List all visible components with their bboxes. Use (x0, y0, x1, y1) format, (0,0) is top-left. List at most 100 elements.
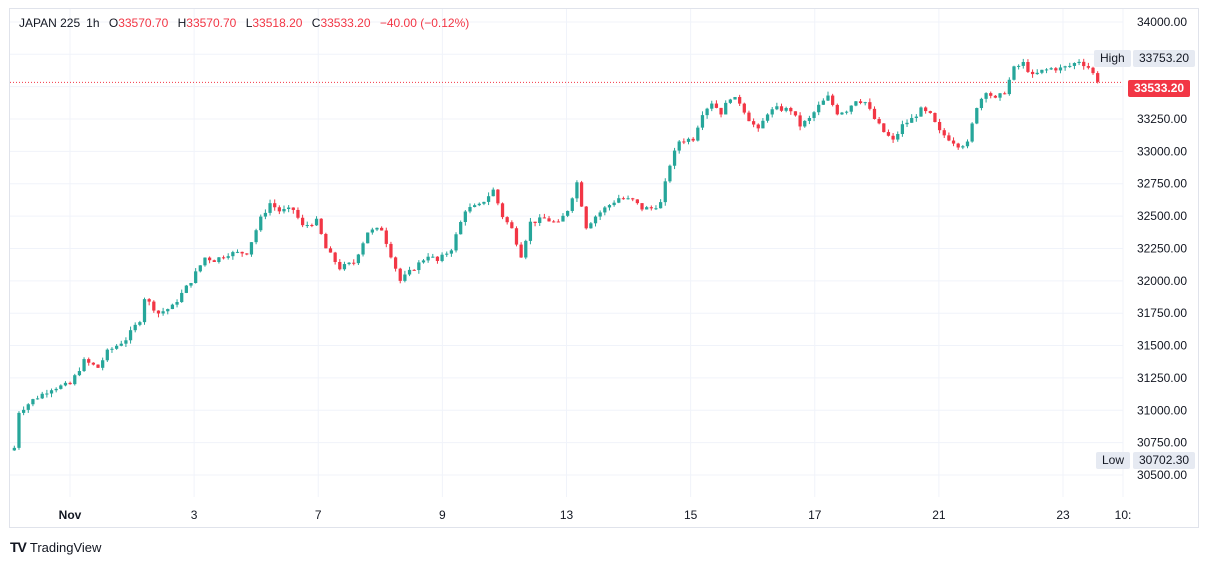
candle-body (579, 182, 584, 207)
candle-body (324, 233, 328, 249)
candle-body (635, 199, 639, 204)
candle-body (459, 222, 463, 235)
grid-layer (10, 9, 1124, 497)
candle-body (924, 107, 928, 112)
candle-body (268, 203, 272, 213)
ohlc-legend: JAPAN 225 1h O33570.70 H33570.70 L33518.2… (19, 16, 475, 30)
symbol-name[interactable]: JAPAN 225 (19, 16, 81, 30)
candle-body (765, 114, 770, 121)
candle-body (338, 261, 342, 270)
candle-body (612, 202, 616, 206)
candle-body (519, 244, 523, 258)
candle-body (426, 256, 430, 261)
candle-body (1077, 61, 1081, 64)
candle-body (449, 250, 454, 254)
x-tick-label: 21 (932, 508, 946, 522)
candle-body (1091, 67, 1095, 74)
candle-body (724, 102, 728, 115)
candle-body (77, 371, 82, 376)
candle-body (1049, 68, 1053, 70)
candle-body (998, 93, 1002, 98)
candle-body (468, 207, 472, 212)
candle-body (910, 117, 914, 123)
candle-body (570, 198, 574, 211)
candle-body (305, 225, 309, 227)
candle-body (482, 201, 486, 204)
candle-body (366, 232, 370, 244)
candle-body (333, 252, 337, 262)
candle-body (138, 322, 142, 325)
candle-body (538, 217, 542, 224)
candle-body (854, 101, 858, 106)
candle-body (412, 269, 416, 271)
last-price-tag: 33533.20 (1128, 80, 1191, 97)
tradingview-logo-icon: TV (10, 539, 27, 555)
open-value: 33570.70 (118, 16, 169, 30)
candle-body (273, 203, 277, 208)
candle-body (886, 132, 891, 136)
candle-body (263, 212, 268, 217)
candle-body (593, 216, 598, 224)
candle-body (403, 274, 407, 281)
interval-label[interactable]: 1h (86, 16, 100, 30)
x-axis[interactable]: Nov 3 7 9 13 15 17 21 23 10: (59, 508, 1132, 522)
candle-body (798, 115, 802, 127)
y-tick-label: 30750.00 (1137, 436, 1187, 450)
high-marker-value: 33753.20 (1133, 50, 1196, 67)
candle-body (389, 243, 393, 258)
candle-body (770, 109, 774, 115)
candle-body (54, 388, 58, 391)
candle-body (361, 243, 365, 255)
x-tick-label: 10: (1115, 508, 1132, 522)
y-tick-label: 31250.00 (1137, 371, 1187, 385)
x-tick-label: 23 (1056, 508, 1070, 522)
candle-body (710, 103, 714, 109)
candle-body (979, 98, 984, 109)
candle-body (947, 135, 951, 141)
candle-body (370, 229, 374, 233)
candle-body (249, 242, 254, 255)
candle-body (300, 217, 305, 226)
y-tick-label: 30500.00 (1137, 468, 1187, 482)
tradingview-branding[interactable]: TV TradingView (10, 538, 101, 556)
candle-body (956, 143, 960, 148)
candle-body (905, 122, 909, 125)
candle-body (240, 251, 244, 254)
candle-body (663, 181, 667, 203)
candle-body (738, 97, 742, 104)
candle-body (1086, 66, 1091, 68)
y-tick-label: 32750.00 (1137, 177, 1187, 191)
candle-body (849, 105, 853, 112)
candle-body (380, 227, 384, 231)
candle-body (984, 93, 988, 99)
candle-body (68, 382, 72, 385)
brand-name: TradingView (29, 539, 102, 555)
candle-body (1068, 65, 1072, 67)
candle-body (1072, 63, 1077, 66)
high-marker-label: High (1094, 50, 1131, 67)
y-tick-label: 31500.00 (1137, 339, 1187, 353)
candle-body (82, 359, 86, 372)
candle-body (682, 141, 686, 143)
candle-body (356, 254, 361, 264)
candle-body (282, 209, 286, 212)
candle-body (928, 111, 932, 113)
candle-body (1026, 62, 1030, 72)
candle-body (314, 218, 319, 226)
candle-body (17, 412, 21, 448)
candle-body (142, 299, 147, 323)
candle-body (147, 299, 151, 302)
candle-body (259, 216, 263, 231)
candle-body (993, 95, 998, 98)
low-marker-value: 30702.30 (1133, 452, 1196, 469)
candle-body (840, 112, 844, 115)
candle-body (12, 447, 16, 451)
candle-body (105, 349, 109, 361)
candle-body (347, 262, 351, 265)
candle-body (514, 228, 519, 245)
candle-body (133, 324, 137, 331)
candle-body (491, 189, 495, 197)
candle-body (756, 124, 760, 129)
